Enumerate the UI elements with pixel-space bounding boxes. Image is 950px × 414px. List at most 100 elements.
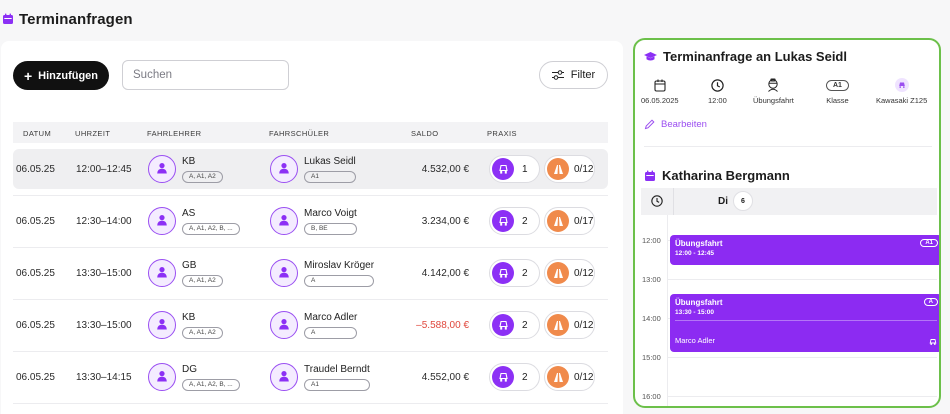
person-icon xyxy=(278,318,290,333)
graduation-cap-icon xyxy=(644,51,657,61)
event-class-badge: A1 xyxy=(920,239,938,247)
lessons-pill[interactable]: 1 xyxy=(489,155,540,183)
cell-date: 06.05.25 xyxy=(16,163,55,175)
grid-line xyxy=(668,357,937,358)
event-time: 13:30 - 15:00 xyxy=(675,309,715,316)
requests-panel: + Hinzufügen Filter DATUM UHRZEIT FAHRLE… xyxy=(1,41,623,414)
table-row[interactable]: 06.05.25 12:30–14:00 AS A, A1, A2, B, ..… xyxy=(13,201,608,241)
progress-pill[interactable]: 0/12 xyxy=(544,363,595,391)
lessons-count: 1 xyxy=(522,163,528,175)
avatar xyxy=(148,363,176,391)
event-student: Marco Adler xyxy=(675,336,716,345)
add-button[interactable]: + Hinzufügen xyxy=(13,61,109,90)
student-classes-tag: B, BE xyxy=(304,222,357,235)
table-row[interactable]: 06.05.25 12:00–12:45 KB A, A1, A2 Lukas … xyxy=(13,149,608,189)
divider xyxy=(673,188,674,215)
teacher-initials: KB xyxy=(182,155,196,167)
edit-link[interactable]: Bearbeiten xyxy=(644,119,707,130)
cell-teacher: AS A, A1, A2, B, ... xyxy=(148,201,240,241)
calendar-event[interactable]: Übungsfahrt 13:30 - 15:00 A Marco Adler xyxy=(670,294,939,352)
day-number[interactable]: 6 xyxy=(733,191,753,211)
cell-date: 06.05.25 xyxy=(16,215,55,227)
person-icon xyxy=(278,214,290,229)
progress-pill[interactable]: 0/12 xyxy=(544,311,595,339)
grid-line xyxy=(668,396,937,397)
motorcycle-icon xyxy=(492,158,514,180)
avatar xyxy=(270,363,298,391)
cell-time: 13:30–15:00 xyxy=(76,319,132,331)
header-saldo[interactable]: SALDO xyxy=(411,129,439,138)
student-name[interactable]: Marco Adler xyxy=(304,311,358,323)
detail-vehicle-value: Kawasaki Z125 xyxy=(876,96,928,105)
divider xyxy=(675,320,937,321)
row-divider xyxy=(13,299,608,300)
cell-saldo: –5.588,00 € xyxy=(416,319,469,331)
filter-button[interactable]: Filter xyxy=(539,61,608,89)
detail-time-value: 12:00 xyxy=(708,96,727,105)
header-datum[interactable]: DATUM xyxy=(23,129,52,138)
progress-pill[interactable]: 0/12 xyxy=(544,259,595,287)
event-class-badge: A xyxy=(923,298,938,306)
cell-time: 12:30–14:00 xyxy=(76,215,132,227)
lessons-pill[interactable]: 2 xyxy=(489,363,540,391)
filter-label: Filter xyxy=(570,69,596,81)
time-label: 16:00 xyxy=(642,392,661,401)
sliders-icon xyxy=(551,70,564,80)
lessons-pill[interactable]: 2 xyxy=(489,259,540,287)
cell-student: Marco Voigt B, BE xyxy=(270,201,357,241)
lessons-pill[interactable]: 2 xyxy=(489,207,540,235)
cell-date: 06.05.25 xyxy=(16,267,55,279)
teacher-classes-tag: A, A1, A2, B, ... xyxy=(182,378,240,391)
detail-klasse: A1 Klasse xyxy=(826,76,849,105)
cell-teacher: GB A, A1, A2 xyxy=(148,253,223,293)
cell-student: Lukas Seidl A1 xyxy=(270,149,356,189)
clock-icon xyxy=(651,195,663,207)
table-row[interactable]: 06.05.25 13:30–14:15 DG A, A1, A2, B, ..… xyxy=(13,357,608,397)
detail-vehicle: Kawasaki Z125 xyxy=(876,76,927,105)
header-fahrschueler[interactable]: FAHRSCHÜLER xyxy=(269,129,330,138)
person-icon xyxy=(156,162,168,177)
student-name[interactable]: Marco Voigt xyxy=(304,207,357,219)
teacher-classes-tag: A, A1, A2 xyxy=(182,170,223,183)
student-name[interactable]: Miroslav Kröger xyxy=(304,259,375,271)
plus-icon: + xyxy=(23,67,33,84)
cell-saldo: 3.234,00 € xyxy=(421,215,469,227)
lessons-count: 2 xyxy=(522,319,528,331)
progress-count: 0/12 xyxy=(574,267,594,279)
header-praxis[interactable]: PRAXIS xyxy=(487,129,517,138)
header-uhrzeit[interactable]: UHRZEIT xyxy=(75,129,111,138)
student-name[interactable]: Traudel Berndt xyxy=(304,363,370,375)
motorcycle-icon xyxy=(492,262,514,284)
row-divider xyxy=(13,351,608,352)
calendar-event[interactable]: Übungsfahrt 12:00 - 12:45 A1 xyxy=(670,235,939,265)
motorcycle-icon xyxy=(492,366,514,388)
progress-pill[interactable]: 0/12 xyxy=(544,155,595,183)
table-row[interactable]: 06.05.25 13:30–15:00 GB A, A1, A2 Mirosl… xyxy=(13,253,608,293)
cell-time: 13:30–14:15 xyxy=(76,371,132,383)
header-fahrlehrer[interactable]: FAHRLEHRER xyxy=(147,129,202,138)
detail-date: 06.05.2025 xyxy=(641,76,679,105)
cell-date: 06.05.25 xyxy=(16,319,55,331)
time-label: 15:00 xyxy=(642,353,661,362)
cell-saldo: 4.142,00 € xyxy=(421,267,469,279)
table-row[interactable]: 06.05.25 13:30–15:00 KB A, A1, A2 Marco … xyxy=(13,305,608,345)
cell-student: Traudel Berndt A1 xyxy=(270,357,370,397)
motorcycle-icon xyxy=(929,339,937,345)
calendar-header: Di 6 xyxy=(641,188,937,215)
avatar xyxy=(148,311,176,339)
avatar xyxy=(270,311,298,339)
search-input[interactable] xyxy=(122,60,289,90)
detail-type-value: Übungsfahrt xyxy=(753,96,794,105)
detail-title: Terminanfrage an Lukas Seidl xyxy=(644,49,847,64)
motorcycle-icon xyxy=(492,210,514,232)
avatar xyxy=(270,155,298,183)
motorcycle-icon xyxy=(894,78,909,92)
student-classes-tag: A xyxy=(304,326,358,339)
teacher-initials: DG xyxy=(182,363,197,375)
lessons-pill[interactable]: 2 xyxy=(489,311,540,339)
student-name[interactable]: Lukas Seidl xyxy=(304,155,356,167)
progress-pill[interactable]: 0/17 xyxy=(544,207,595,235)
driver-icon xyxy=(768,78,779,92)
teacher-classes-tag: A, A1, A2, B, ... xyxy=(182,222,240,235)
page-title: Terminanfragen xyxy=(19,10,133,28)
